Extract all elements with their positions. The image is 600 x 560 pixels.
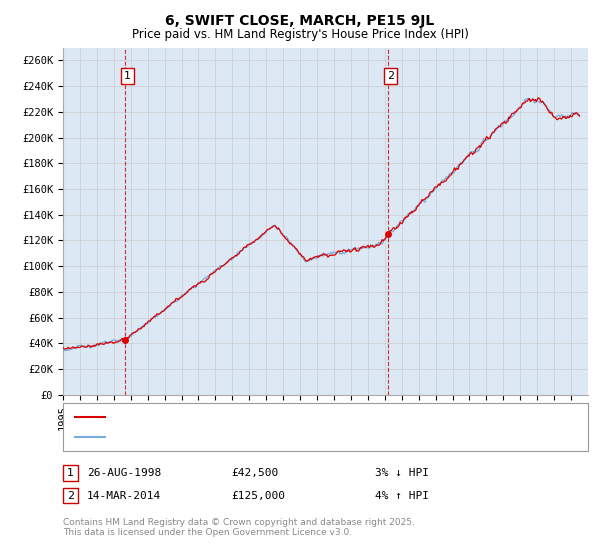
Text: 6, SWIFT CLOSE, MARCH, PE15 9JL (semi-detached house): 6, SWIFT CLOSE, MARCH, PE15 9JL (semi-de…	[111, 412, 434, 422]
Text: 1: 1	[124, 71, 131, 81]
Text: 3% ↓ HPI: 3% ↓ HPI	[375, 468, 429, 478]
Text: 2: 2	[387, 71, 394, 81]
Text: Contains HM Land Registry data © Crown copyright and database right 2025.
This d: Contains HM Land Registry data © Crown c…	[63, 518, 415, 538]
Text: 2: 2	[67, 491, 74, 501]
Text: HPI: Average price, semi-detached house, Fenland: HPI: Average price, semi-detached house,…	[111, 432, 392, 442]
Text: 6, SWIFT CLOSE, MARCH, PE15 9JL: 6, SWIFT CLOSE, MARCH, PE15 9JL	[166, 14, 434, 28]
Text: 4% ↑ HPI: 4% ↑ HPI	[375, 491, 429, 501]
Text: £125,000: £125,000	[231, 491, 285, 501]
Text: 1: 1	[67, 468, 74, 478]
Text: £42,500: £42,500	[231, 468, 278, 478]
Text: Price paid vs. HM Land Registry's House Price Index (HPI): Price paid vs. HM Land Registry's House …	[131, 28, 469, 41]
Text: 26-AUG-1998: 26-AUG-1998	[87, 468, 161, 478]
Text: 14-MAR-2014: 14-MAR-2014	[87, 491, 161, 501]
